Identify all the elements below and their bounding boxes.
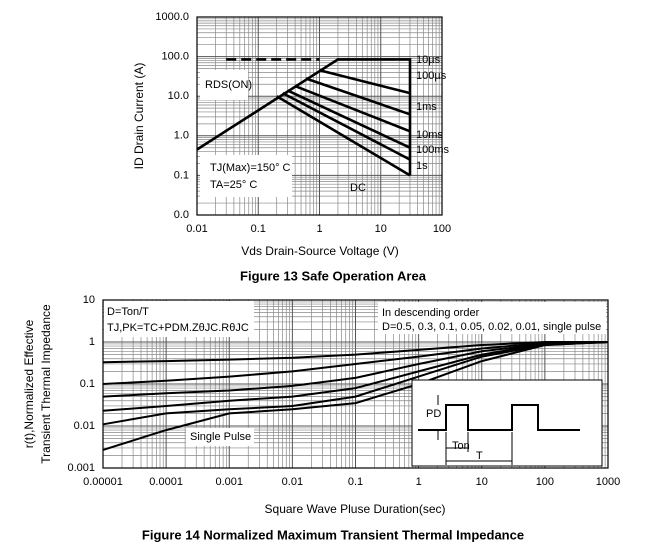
y-tick-label: 0.0 (174, 209, 189, 221)
x-tick-label: 1000 (596, 476, 620, 488)
series-label: 100µs (416, 70, 447, 82)
x-tick-label: 0.001 (215, 476, 243, 488)
series-label: 10ms (416, 129, 443, 141)
annotation-box (186, 428, 254, 446)
inset-label: Ton (452, 440, 470, 452)
annotation: D=Ton/T (107, 306, 149, 318)
inset-arrows (437, 395, 513, 465)
y-tick-label: 0.001 (67, 462, 95, 474)
x-tick-label: 100 (433, 223, 451, 235)
annotation: RDS(ON) (205, 79, 252, 91)
annotation-box (378, 302, 606, 334)
series-label: 1s (416, 160, 428, 172)
series-line (102, 341, 608, 364)
x-tick-label: 0.1 (251, 223, 266, 235)
annotation: D=0.5, 0.3, 0.1, 0.05, 0.02, 0.01, singl… (382, 321, 601, 333)
y-tick-label: 0.1 (80, 378, 95, 390)
y-tick-label: 10.0 (168, 90, 189, 102)
x-tick-label: 0.0001 (149, 476, 183, 488)
plot-border (196, 16, 443, 216)
x-tick-label: 1 (416, 476, 422, 488)
inset-label: T (476, 450, 483, 462)
y-tick-label: 1000.0 (155, 11, 189, 23)
inset-label: PD (426, 408, 441, 420)
x-tick-label: 0.01 (282, 476, 303, 488)
x-tick-label: 100 (536, 476, 554, 488)
series-label: 10µs (416, 54, 441, 66)
series-line (319, 69, 411, 95)
series-line (102, 341, 609, 385)
x-tick-label: 0.01 (186, 223, 207, 235)
annotation: TA=25° C (210, 179, 257, 191)
series-line (276, 95, 411, 177)
series-label: 100ms (416, 144, 450, 156)
annotation: TJ(Max)=150° C (210, 162, 291, 174)
series-line (281, 91, 411, 161)
x-tick-label: 10 (375, 223, 387, 235)
y-tick-label: 1 (89, 336, 95, 348)
x-tick-label: 0.1 (348, 476, 363, 488)
x-tick-label: 0.00001 (83, 476, 123, 488)
annotation-box (200, 155, 292, 197)
y-tick-label: 100.0 (161, 51, 189, 63)
x-tick-label: 10 (476, 476, 488, 488)
y-tick-label: 1.0 (174, 130, 189, 142)
x-tick-label: 1 (316, 223, 322, 235)
series-line (102, 341, 609, 412)
annotation: TJ,PK=TC+PDM.ZθJC.RθJC (107, 322, 249, 334)
series-label: 1ms (416, 101, 437, 113)
series-line (102, 341, 609, 426)
inset-box (411, 379, 603, 467)
series-label: DC (350, 182, 366, 194)
series-line (305, 77, 411, 116)
y-axis-label: r(t),Normalized Effective (22, 319, 36, 448)
y-tick-label: 0.01 (74, 420, 95, 432)
y-tick-label: 0.1 (174, 169, 189, 181)
annotation: Single Pulse (190, 431, 251, 443)
series-line (102, 341, 609, 451)
chart-title: Figure 13 Safe Operation Area (240, 268, 427, 283)
series-line (286, 89, 411, 149)
annotation-box (104, 301, 254, 337)
annotation: In descending order (382, 307, 480, 319)
x-axis-label: Square Wave Pluse Duration(sec) (265, 502, 446, 516)
series-line (196, 58, 412, 176)
y-axis-label: Transient Thermal Impedance (39, 304, 53, 464)
series-line (294, 84, 411, 133)
pulse-wave (418, 404, 580, 431)
annotation-box (200, 70, 248, 100)
series-line (102, 341, 609, 398)
x-axis-label: Vds Drain-Source Voltage (V) (241, 244, 398, 258)
y-axis-label: ID Drain Current (A) (132, 63, 146, 170)
chart-title: Figure 14 Normalized Maximum Transient T… (142, 527, 524, 542)
y-tick-label: 10 (83, 294, 95, 306)
plot-border (102, 299, 609, 469)
